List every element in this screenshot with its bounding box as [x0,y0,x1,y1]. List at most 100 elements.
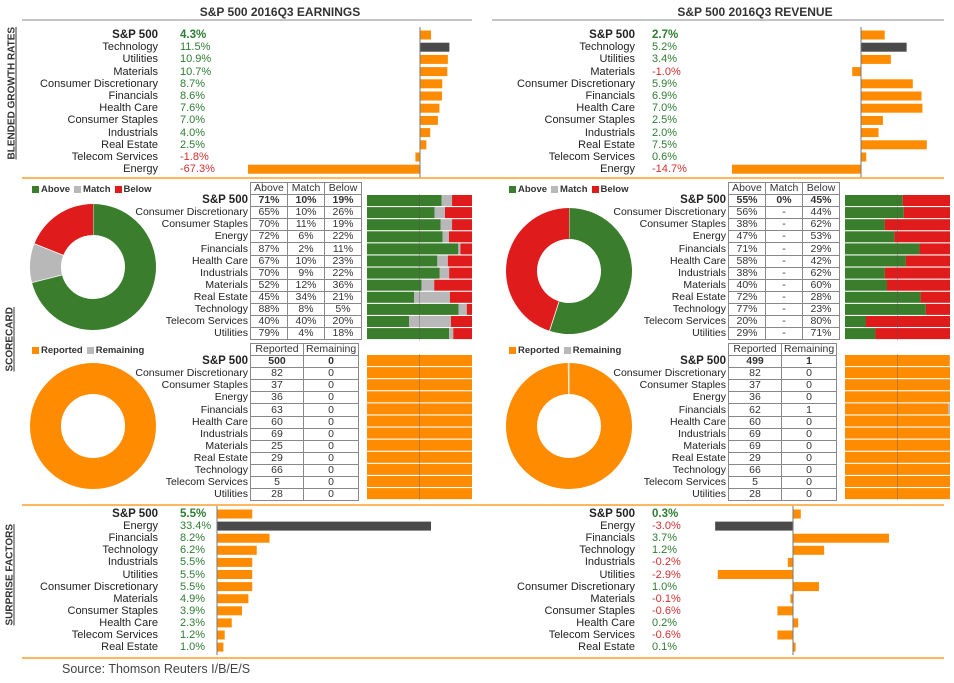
stacked-bar-segment [884,267,950,279]
table-header: Above [728,181,766,196]
table-row: 70% 9% 22% [250,266,362,280]
legend-swatch [86,346,94,354]
stacked-bar-segment [948,403,950,415]
table-cell: 55% [728,194,766,208]
table-row: 20% -80% [728,315,840,329]
category-label: Consumer Staples [67,604,159,617]
stacked-bar-segment [902,195,950,206]
bar [248,164,420,174]
table-row: 500 0 [250,355,360,369]
table-row: 58% -42% [728,254,840,268]
table-cell: 65% [250,206,288,220]
legend-label: Below [123,184,152,195]
category-label: Energy [123,163,158,176]
bar [852,67,861,77]
category-label: Real Estate [193,451,248,464]
table-cell: 45% [250,290,288,304]
revenue-title: S&P 500 2016Q3 REVENUE [677,5,833,19]
table-cell: 22% [324,266,362,280]
table-cell: - [765,218,803,232]
table-row: 25 0 [250,439,360,453]
value-label: 8.7% [180,77,206,90]
pie-slice [506,208,569,331]
table-cell: 36 [728,391,782,405]
table-cell: 20% [728,315,766,329]
value-label: 3.9% [180,604,206,617]
bar [787,557,793,567]
value-label: 8.6% [180,90,206,102]
stacked-bar-segment [439,267,450,279]
category-label: Consumer Staples [67,114,159,127]
value-label: 1.0% [180,641,206,654]
table-cell: - [765,290,803,304]
table-cell: 10% [287,194,325,208]
table-cell: 4% [287,327,325,341]
table-cell: - [765,302,803,317]
bar [420,91,442,101]
table-cell: 60 [250,415,304,429]
category-label: Materials [113,65,158,78]
category-label: S&P 500 [112,29,158,41]
bar [217,606,242,616]
stacked-bar-segment [466,303,472,315]
stacked-bar-segment [449,267,472,279]
bar [420,140,427,150]
table-cell: 36 [250,391,304,405]
value-label: 5.5% [180,568,206,581]
stacked-bar-segment [845,267,885,279]
table-cell: 0 [302,415,360,429]
category-label: Consumer Discretionary [613,367,726,380]
table-cell: 1 [780,403,838,417]
table-row: 60 0 [250,415,360,429]
table-cell: 69 [250,427,304,441]
value-label: -0.1% [652,592,681,605]
table-cell: 500 [250,355,304,369]
table-cell: 28 [728,488,782,502]
bar [861,54,891,64]
value-label: -0.2% [652,556,681,569]
table-cell: 1 [780,355,838,369]
table-row: 65% 10% 26% [250,206,362,220]
score-table: Above Match Below 55% 0% 45% 56% -44% 38% -62% 47%… [728,181,840,341]
table-row: 72% -28% [728,290,840,304]
table-cell: 72% [728,290,766,304]
category-label: Health Care [191,415,248,428]
stacked-bar-segment [884,219,950,231]
table-cell: 25 [250,439,304,453]
bar [732,164,861,174]
category-label: Financials [108,90,158,102]
legend-label: Remaining [572,345,622,356]
stacked-bar-segment [894,231,950,243]
category-label: Materials [205,439,248,452]
table-row: 37 0 [728,379,838,393]
table-cell: 0 [780,415,838,429]
table-cell: 0 [302,427,360,441]
category-label: Health Care [669,254,726,267]
stacked-bar-segment [367,316,409,327]
stacked-bar-segment [414,291,450,303]
table-header: Below [324,181,362,196]
value-label: 5.2% [652,41,678,54]
bar [777,630,793,640]
stacked-bar-segment [444,207,472,219]
bar [715,521,793,531]
stacked-bar-segment [452,219,472,231]
table-row: 29% -71% [728,327,840,341]
bar [217,630,225,640]
table-cell: 62% [802,266,840,280]
category-label: Industrials [678,427,726,440]
table-cell: 5% [324,302,362,317]
bar [861,152,867,162]
value-label: 7.5% [652,138,678,151]
table-cell: 0 [780,379,838,393]
category-label: Technology [102,544,158,557]
legend-label: Below [600,184,629,195]
category-label: Energy [692,391,726,404]
category-label: Consumer Discretionary [40,580,158,593]
table-cell: 22% [324,230,362,244]
table-header: Remaining [780,342,838,357]
table-cell: 71% [728,242,766,256]
category-label: Utilities [599,568,635,581]
table-row: 45% 34% 21% [250,290,362,304]
legend-label: Above [41,184,71,195]
